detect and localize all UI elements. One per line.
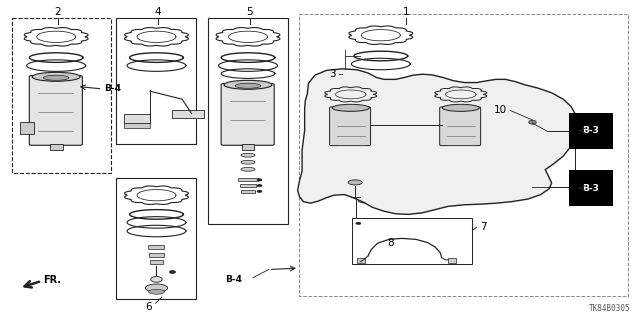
FancyBboxPatch shape	[440, 107, 481, 146]
FancyBboxPatch shape	[221, 84, 275, 145]
Text: 2: 2	[54, 7, 61, 17]
Ellipse shape	[145, 284, 168, 292]
Ellipse shape	[257, 184, 262, 187]
Text: FR.: FR.	[44, 275, 61, 285]
Ellipse shape	[257, 179, 262, 181]
Bar	[150, 260, 163, 264]
Text: B-3: B-3	[582, 126, 599, 135]
Bar	[448, 258, 456, 263]
Bar	[124, 123, 150, 128]
Text: B-3: B-3	[582, 184, 599, 193]
Bar	[242, 144, 255, 150]
Bar	[241, 190, 255, 193]
Text: 5: 5	[246, 7, 253, 17]
Ellipse shape	[332, 104, 369, 111]
Text: 8: 8	[388, 238, 394, 248]
Ellipse shape	[148, 290, 164, 294]
Text: 3: 3	[329, 69, 335, 79]
Text: B-4: B-4	[225, 276, 242, 284]
Ellipse shape	[348, 180, 362, 185]
Ellipse shape	[442, 104, 479, 111]
Text: B-3: B-3	[582, 126, 599, 135]
Text: 7: 7	[480, 222, 486, 232]
Text: 6: 6	[146, 301, 152, 312]
Bar	[148, 245, 164, 249]
Ellipse shape	[241, 167, 255, 171]
Ellipse shape	[224, 80, 272, 89]
Text: B-4: B-4	[104, 84, 122, 93]
Bar	[20, 122, 35, 134]
Bar	[150, 253, 164, 257]
Bar	[239, 178, 257, 181]
Bar	[124, 114, 150, 123]
Ellipse shape	[151, 276, 163, 282]
Bar	[357, 258, 365, 263]
Ellipse shape	[257, 190, 262, 193]
Bar	[240, 184, 257, 187]
Ellipse shape	[529, 120, 536, 124]
Polygon shape	[298, 69, 577, 214]
Ellipse shape	[170, 270, 175, 274]
Ellipse shape	[32, 72, 80, 81]
Ellipse shape	[44, 75, 69, 80]
FancyBboxPatch shape	[29, 76, 83, 145]
Ellipse shape	[241, 160, 255, 164]
Bar	[50, 144, 63, 150]
Ellipse shape	[241, 153, 255, 157]
Text: TK84B0305: TK84B0305	[589, 304, 630, 313]
Text: 1: 1	[403, 7, 410, 17]
FancyBboxPatch shape	[330, 107, 371, 146]
Text: 10: 10	[493, 105, 507, 116]
Bar	[173, 110, 205, 118]
Ellipse shape	[236, 83, 261, 88]
Text: B-3: B-3	[582, 184, 599, 193]
Ellipse shape	[356, 222, 361, 225]
Text: 4: 4	[155, 7, 161, 17]
